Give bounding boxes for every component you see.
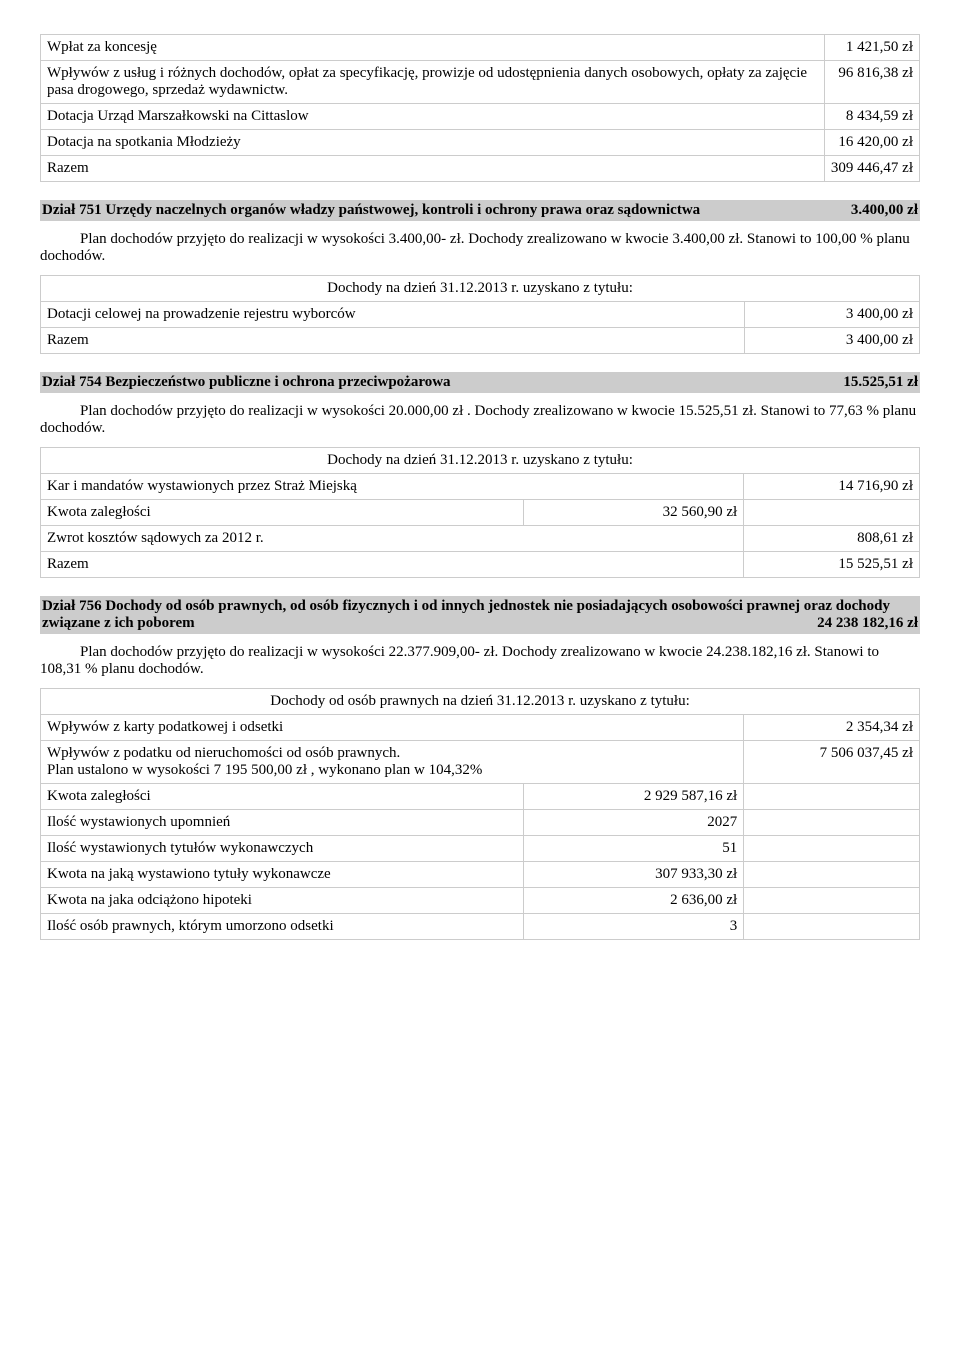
section-title: Dział 751 Urzędy naczelnych organów wład… xyxy=(42,202,700,218)
cell-label: Razem xyxy=(41,552,744,578)
cell-label: Kwota zaległości xyxy=(41,784,524,810)
cell-label: Dotacja na spotkania Młodzieży xyxy=(41,130,825,156)
table-row: Razem 309 446,47 zł xyxy=(41,156,920,182)
table-row: Dotacja Urząd Marszałkowski na Cittaslow… xyxy=(41,104,920,130)
section-amount: 24 238 182,16 zł xyxy=(787,615,918,632)
cell-value: 16 420,00 zł xyxy=(824,130,919,156)
cell-empty xyxy=(744,862,920,888)
table-row: Kwota na jaką wystawiono tytuły wykonawc… xyxy=(41,862,920,888)
table-row: Ilość osób prawnych, którym umorzono ods… xyxy=(41,914,920,940)
section-title: Dział 754 Bezpieczeństwo publiczne i och… xyxy=(42,374,451,391)
table-row: Kwota zaległości 32 560,90 zł xyxy=(41,500,920,526)
table-row: Zwrot kosztów sądowych za 2012 r. 808,61… xyxy=(41,526,920,552)
table-row: Kwota na jaka odciążono hipoteki 2 636,0… xyxy=(41,888,920,914)
table-row: Razem 3 400,00 zł xyxy=(41,328,920,354)
cell-label: Razem xyxy=(41,156,825,182)
cell-value: 3 400,00 zł xyxy=(744,328,919,354)
cell-label: Wpływów z usług i różnych dochodów, opła… xyxy=(41,61,825,104)
cell-empty xyxy=(744,914,920,940)
table-row: Wpływów z usług i różnych dochodów, opła… xyxy=(41,61,920,104)
cell-mid: 32 560,90 zł xyxy=(524,500,744,526)
cell-mid: 51 xyxy=(524,836,744,862)
cell-value: 808,61 zł xyxy=(744,526,920,552)
cell-value: 309 446,47 zł xyxy=(824,156,919,182)
section-title: Dział 756 Dochody od osób prawnych, od o… xyxy=(42,598,890,631)
table-1: Wpłat za koncesję 1 421,50 zł Wpływów z … xyxy=(40,34,920,182)
cell-empty xyxy=(744,500,920,526)
cell-value: 15 525,51 zł xyxy=(744,552,920,578)
cell-empty xyxy=(744,784,920,810)
cell-value: 8 434,59 zł xyxy=(824,104,919,130)
cell-label: Dotacja Urząd Marszałkowski na Cittaslow xyxy=(41,104,825,130)
table-2: Dochody na dzień 31.12.2013 r. uzyskano … xyxy=(40,275,920,354)
table-title: Dochody od osób prawnych na dzień 31.12.… xyxy=(41,689,920,715)
cell-label: Wpłat za koncesję xyxy=(41,35,825,61)
cell-value: 3 400,00 zł xyxy=(744,302,919,328)
table-row: Ilość wystawionych tytułów wykonawczych … xyxy=(41,836,920,862)
section-756-para: Plan dochodów przyjęto do realizacji w w… xyxy=(40,644,920,678)
cell-label: Kwota na jaka odciążono hipoteki xyxy=(41,888,524,914)
cell-value: 14 716,90 zł xyxy=(744,474,920,500)
cell-label: Zwrot kosztów sądowych za 2012 r. xyxy=(41,526,744,552)
section-751-para: Plan dochodów przyjęto do realizacji w w… xyxy=(40,231,920,265)
table-title: Dochody na dzień 31.12.2013 r. uzyskano … xyxy=(41,448,920,474)
cell-label: Razem xyxy=(41,328,745,354)
cell-label: Kwota na jaką wystawiono tytuły wykonawc… xyxy=(41,862,524,888)
section-amount: 3.400,00 zł xyxy=(851,202,918,218)
table-row: Kwota zaległości 2 929 587,16 zł xyxy=(41,784,920,810)
cell-label: Kwota zaległości xyxy=(41,500,524,526)
cell-value: 96 816,38 zł xyxy=(824,61,919,104)
table-row: Wpłat za koncesję 1 421,50 zł xyxy=(41,35,920,61)
cell-label: Ilość wystawionych upomnień xyxy=(41,810,524,836)
section-751-header: Dział 751 Urzędy naczelnych organów wład… xyxy=(40,200,920,221)
cell-mid: 2 636,00 zł xyxy=(524,888,744,914)
section-754-header: Dział 754 Bezpieczeństwo publiczne i och… xyxy=(40,372,920,393)
cell-mid: 2 929 587,16 zł xyxy=(524,784,744,810)
cell-value: 2 354,34 zł xyxy=(744,715,920,741)
table-row: Wpływów z podatku od nieruchomości od os… xyxy=(41,741,920,784)
cell-label: Kar i mandatów wystawionych przez Straż … xyxy=(41,474,744,500)
table-row: Ilość wystawionych upomnień 2027 xyxy=(41,810,920,836)
cell-label: Ilość wystawionych tytułów wykonawczych xyxy=(41,836,524,862)
section-754-para: Plan dochodów przyjęto do realizacji w w… xyxy=(40,403,920,437)
cell-value: 1 421,50 zł xyxy=(824,35,919,61)
cell-label: Wpływów z podatku od nieruchomości od os… xyxy=(41,741,744,784)
table-4: Dochody od osób prawnych na dzień 31.12.… xyxy=(40,688,920,940)
section-amount: 15.525,51 zł xyxy=(843,374,918,391)
cell-value: 7 506 037,45 zł xyxy=(744,741,920,784)
table-title: Dochody na dzień 31.12.2013 r. uzyskano … xyxy=(41,276,920,302)
cell-mid: 2027 xyxy=(524,810,744,836)
cell-mid: 3 xyxy=(524,914,744,940)
cell-label: Ilość osób prawnych, którym umorzono ods… xyxy=(41,914,524,940)
table-3: Dochody na dzień 31.12.2013 r. uzyskano … xyxy=(40,447,920,578)
section-756-header: Dział 756 Dochody od osób prawnych, od o… xyxy=(40,596,920,634)
table-row: Wpływów z karty podatkowej i odsetki 2 3… xyxy=(41,715,920,741)
cell-empty xyxy=(744,810,920,836)
cell-mid: 307 933,30 zł xyxy=(524,862,744,888)
cell-label: Dotacji celowej na prowadzenie rejestru … xyxy=(41,302,745,328)
cell-label: Wpływów z karty podatkowej i odsetki xyxy=(41,715,744,741)
table-row: Kar i mandatów wystawionych przez Straż … xyxy=(41,474,920,500)
table-row: Razem 15 525,51 zł xyxy=(41,552,920,578)
cell-empty xyxy=(744,888,920,914)
table-row: Dotacja na spotkania Młodzieży 16 420,00… xyxy=(41,130,920,156)
table-row: Dotacji celowej na prowadzenie rejestru … xyxy=(41,302,920,328)
cell-empty xyxy=(744,836,920,862)
